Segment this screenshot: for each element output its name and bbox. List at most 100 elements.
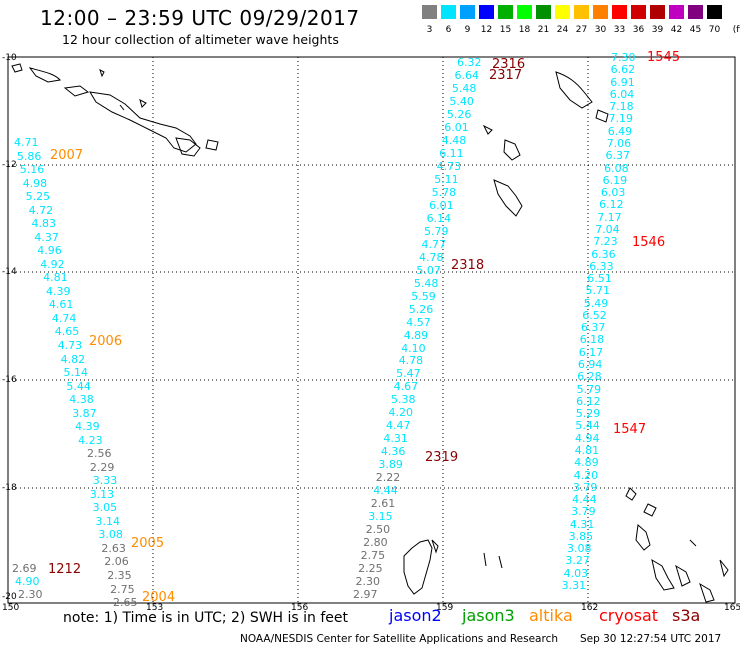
lat-label: -12 bbox=[2, 160, 17, 170]
swh-value: 4.44 bbox=[572, 493, 597, 506]
swh-value: 7.18 bbox=[609, 100, 634, 114]
scale-label: 33 bbox=[613, 25, 626, 35]
legend-s3a: s3a bbox=[672, 606, 701, 625]
swh-value: 4.83 bbox=[31, 217, 57, 231]
swh-value: 6.17 bbox=[578, 345, 604, 359]
swh-value: 5.11 bbox=[434, 172, 459, 186]
swh-value: 4.96 bbox=[37, 244, 62, 258]
swh-value: 2.65 bbox=[113, 596, 138, 609]
scale-label: 3 bbox=[426, 25, 433, 35]
scale-swatch bbox=[422, 5, 438, 19]
swh-value: 4.90 bbox=[15, 575, 40, 588]
swh-value: 4.78 bbox=[419, 250, 444, 264]
swh-value: 5.26 bbox=[446, 107, 472, 121]
pass-label: 1547 bbox=[613, 422, 647, 437]
swh-value: 7.23 bbox=[593, 235, 618, 249]
credit-text: NOAA/NESDIS Center for Satellite Applica… bbox=[240, 633, 558, 645]
pass-label: 2319 bbox=[425, 450, 459, 465]
pass-label: 2316 bbox=[492, 57, 526, 72]
swh-value: 2.22 bbox=[375, 471, 401, 485]
swh-value: 5.26 bbox=[408, 302, 434, 316]
swh-value: 3.13 bbox=[89, 487, 115, 501]
swh-value: 3.79 bbox=[572, 480, 598, 494]
swh-value: 4.72 bbox=[28, 203, 54, 217]
map-frame bbox=[7, 56, 736, 604]
scale-swatch bbox=[574, 5, 590, 19]
swh-value: 6.94 bbox=[577, 358, 603, 371]
pass-label: 2004 bbox=[142, 590, 176, 605]
generated-timestamp: Sep 30 12:27:54 UTC 2017 bbox=[580, 633, 722, 645]
swh-value: 3.89 bbox=[378, 458, 403, 472]
lat-label: -16 bbox=[2, 375, 17, 385]
swh-value: 2.56 bbox=[87, 447, 112, 461]
swh-value: 2.35 bbox=[107, 568, 132, 582]
swh-value: 5.49 bbox=[583, 296, 609, 310]
swh-value: 4.81 bbox=[43, 271, 68, 285]
swh-value: 5.44 bbox=[66, 379, 91, 393]
swh-value: 2.69 bbox=[12, 562, 37, 575]
swh-value: 2.50 bbox=[365, 523, 391, 537]
swh-value: 5.79 bbox=[424, 224, 449, 238]
swh-value: 5.47 bbox=[396, 367, 421, 381]
swh-value: 7.04 bbox=[595, 222, 620, 236]
swh-value: 6.91 bbox=[610, 75, 635, 89]
swh-value: 5.25 bbox=[25, 190, 51, 204]
scale-swatch bbox=[631, 5, 647, 19]
lon-label: 165 bbox=[724, 603, 740, 613]
scale-label: 70 bbox=[708, 25, 721, 35]
swh-value: 3.85 bbox=[568, 529, 594, 543]
swh-value: 3.14 bbox=[95, 514, 121, 528]
swh-value: 2.61 bbox=[370, 497, 396, 511]
swh-value: 4.37 bbox=[34, 230, 59, 244]
swh-value: 6.64 bbox=[454, 69, 480, 82]
swh-value: 5.71 bbox=[585, 284, 611, 298]
swh-value: 6.18 bbox=[579, 333, 605, 347]
swh-value: 6.11 bbox=[439, 146, 464, 160]
swh-value: 4.77 bbox=[421, 237, 447, 251]
scale-label: (ft) bbox=[732, 25, 740, 35]
swh-value: 5.16 bbox=[19, 163, 45, 177]
swh-value: 4.82 bbox=[60, 352, 86, 366]
swh-value: 7.30 bbox=[611, 51, 636, 64]
swh-value: 4.73 bbox=[436, 159, 462, 173]
swh-value: 4.20 bbox=[388, 406, 414, 420]
swh-value: 3.33 bbox=[92, 474, 118, 488]
swh-value: 4.61 bbox=[48, 298, 74, 312]
swh-value: 5.48 bbox=[451, 82, 477, 95]
swh-value: 4.73 bbox=[57, 338, 83, 352]
swh-value: 4.92 bbox=[40, 257, 65, 271]
lat-label: -14 bbox=[2, 267, 17, 277]
lon-label: 159 bbox=[436, 603, 454, 613]
scale-swatch bbox=[536, 5, 552, 19]
legend-jason2: jason2 bbox=[389, 606, 442, 625]
swh-value: 3.87 bbox=[72, 406, 97, 420]
swh-value: 2.30 bbox=[355, 575, 381, 588]
swh-value: 5.14 bbox=[63, 366, 89, 379]
swh-value: 6.28 bbox=[577, 370, 602, 384]
scale-swatch bbox=[593, 5, 609, 19]
pass-label: 2318 bbox=[451, 258, 485, 273]
scale-swatch bbox=[555, 5, 571, 19]
swh-value: 5.29 bbox=[575, 407, 601, 421]
swh-value: 3.15 bbox=[368, 510, 393, 524]
swh-value: 4.65 bbox=[54, 325, 80, 339]
swh-value: 6.52 bbox=[582, 308, 607, 322]
legend-cryosat: cryosat bbox=[599, 606, 659, 625]
swh-value: 2.06 bbox=[104, 555, 129, 569]
swh-value: 3.31 bbox=[561, 579, 587, 592]
lon-label: 153 bbox=[146, 603, 164, 613]
map-title: 12:00 – 23:59 UTC 09/29/2017 bbox=[40, 6, 360, 30]
pass-label: 1546 bbox=[632, 235, 666, 250]
scale-swatch bbox=[517, 5, 533, 19]
swh-value: 4.81 bbox=[574, 443, 600, 457]
swh-value: 5.59 bbox=[411, 289, 436, 303]
swh-value: 6.14 bbox=[426, 211, 452, 225]
swh-value: 4.47 bbox=[386, 419, 411, 433]
map-subtitle: 12 hour collection of altimeter wave hei… bbox=[62, 32, 339, 47]
lon-label: 162 bbox=[581, 603, 599, 613]
pass-label: 1545 bbox=[647, 50, 681, 65]
swh-value: 6.12 bbox=[576, 394, 601, 408]
swh-value: 5.86 bbox=[16, 149, 42, 163]
